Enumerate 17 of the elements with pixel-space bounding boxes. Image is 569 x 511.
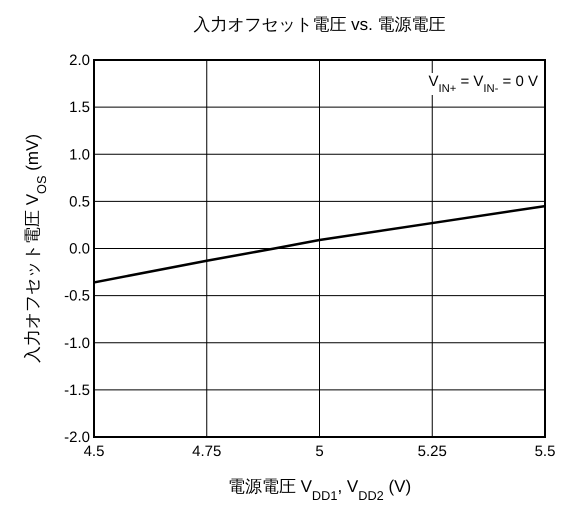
y-tick-label: -0.5 — [64, 288, 90, 305]
x-tick-label: 5.25 — [418, 443, 447, 460]
annotation: V$_{IN+}$ = V$_{IN-}$ = 0 V — [428, 73, 538, 95]
y-tick-label: -2.0 — [64, 429, 90, 446]
x-axis-title: 電源電圧 V$_{DD1}$, V$_{DD2}$ (V) — [228, 477, 412, 502]
y-tick-label: 0.0 — [69, 240, 90, 258]
y-tick-label: 1.0 — [69, 146, 90, 164]
y-tick-label: 1.5 — [69, 99, 90, 116]
y-tick-label: 0.5 — [69, 193, 90, 210]
x-tick-label: 4.75 — [192, 443, 222, 460]
chart-title: 入力オフセット電圧 vs. 電源電圧 — [193, 15, 446, 34]
x-tick-label: 5 — [315, 443, 324, 460]
y-tick-label: -1.5 — [64, 382, 90, 399]
x-tick-label: 4.5 — [84, 443, 104, 460]
y-tick-label: 2.0 — [69, 52, 90, 69]
y-tick-label: -1.0 — [64, 334, 90, 352]
x-tick-label: 5.5 — [534, 443, 556, 460]
